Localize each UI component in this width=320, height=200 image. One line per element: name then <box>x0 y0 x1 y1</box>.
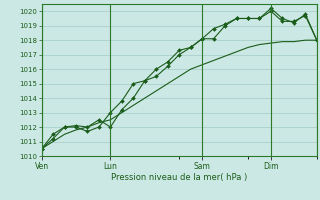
X-axis label: Pression niveau de la mer( hPa ): Pression niveau de la mer( hPa ) <box>111 173 247 182</box>
